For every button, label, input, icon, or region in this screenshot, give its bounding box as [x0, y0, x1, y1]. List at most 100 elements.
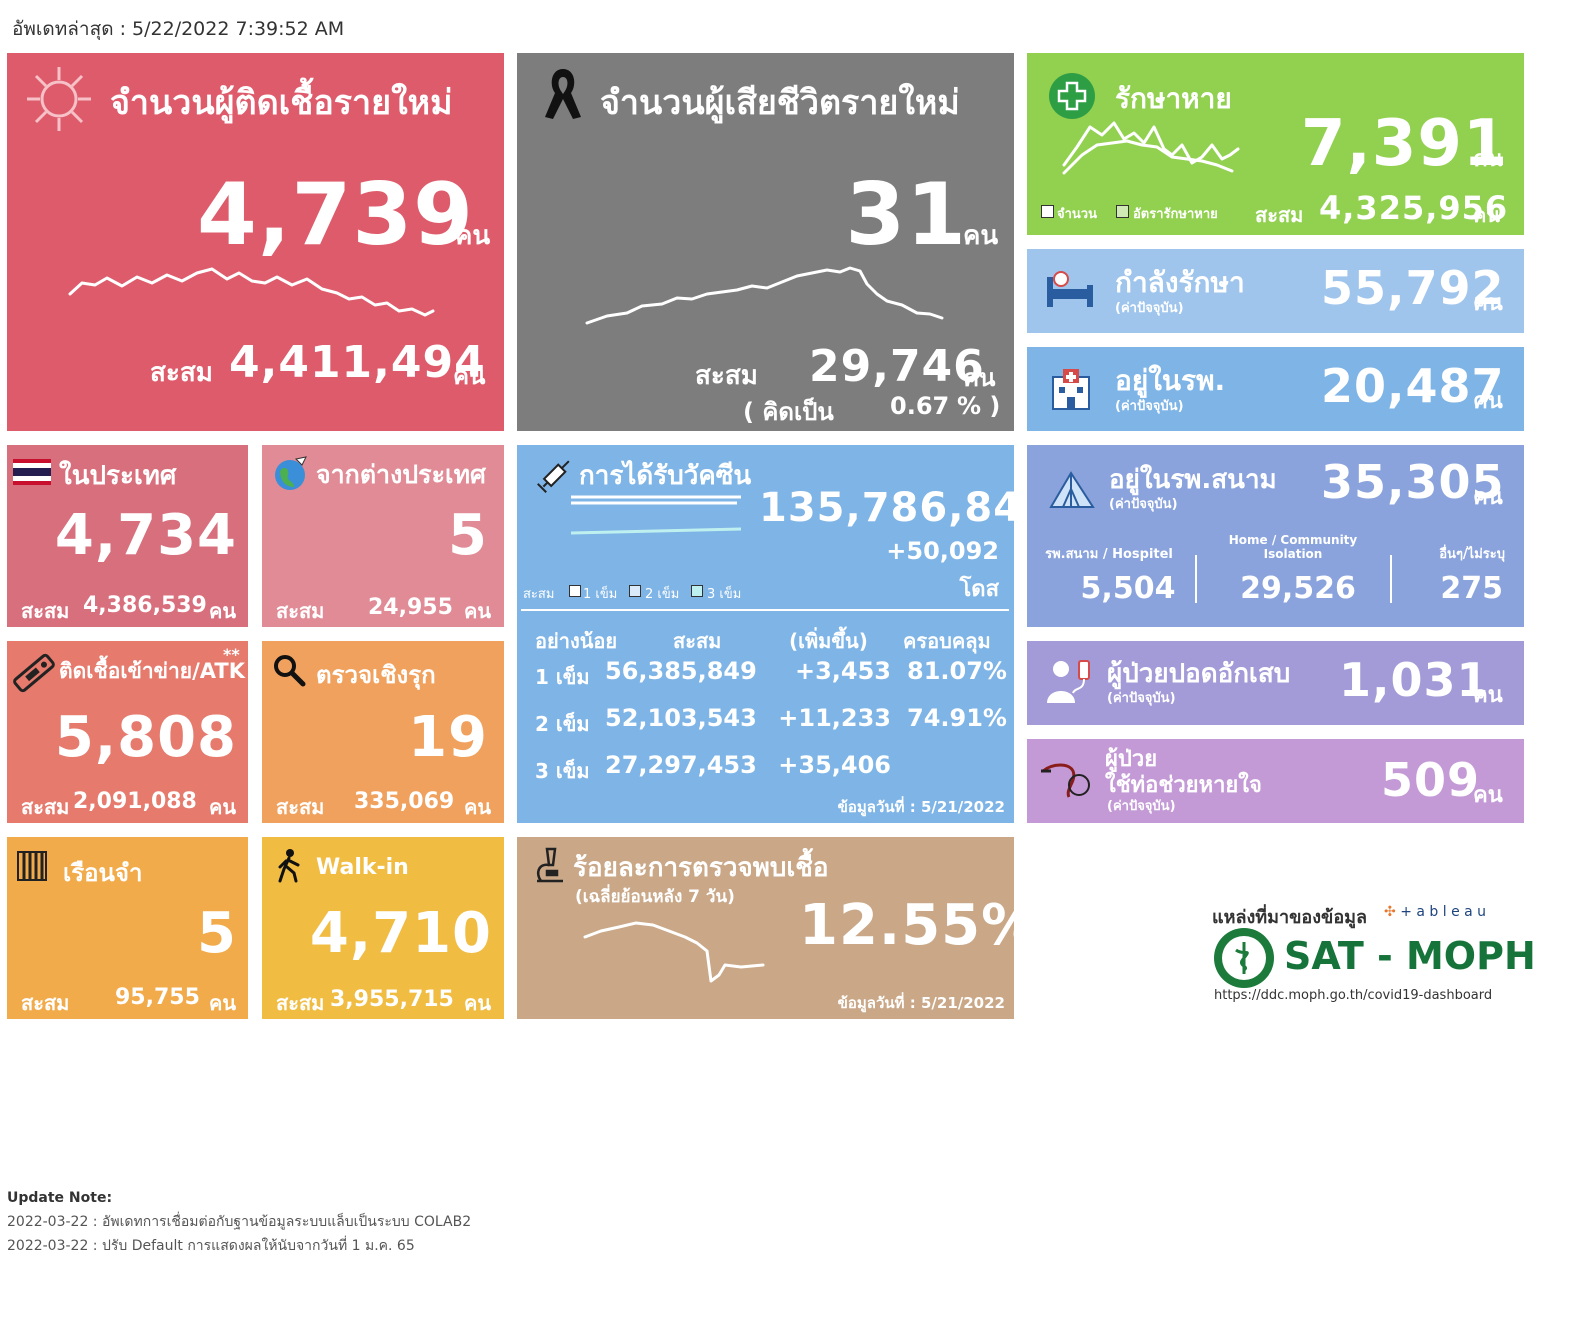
recovered-unit: คน	[1473, 147, 1503, 172]
domestic-cum-unit: คน	[209, 599, 237, 623]
microscope-icon	[537, 847, 563, 883]
vaccine-row-cum: 27,297,453	[605, 751, 757, 779]
field-divider-1	[1195, 555, 1197, 603]
atk-cum-value: 2,091,088	[73, 789, 197, 814]
new-deaths-value: 31	[845, 165, 967, 265]
vaccine-legend-1: 1 เข็ม	[583, 587, 618, 602]
pneumonia-value: 1,031	[1339, 653, 1490, 707]
new-deaths-rate-close: % )	[957, 392, 1001, 420]
source-url[interactable]: https://ddc.moph.go.th/covid19-dashboard	[1214, 988, 1493, 1003]
proactive-title: ตรวจเชิงรุก	[316, 661, 436, 689]
hospitel-value: 5,504	[1080, 571, 1176, 606]
magnifier-icon	[274, 655, 306, 687]
ventilator-card[interactable]: ผู้ป่วย ใช้ท่อช่วยหายใจ (ค่าปัจจุบัน) 50…	[1027, 739, 1524, 823]
prison-title: เรือนจำ	[63, 859, 143, 887]
tent-icon	[1049, 471, 1095, 508]
recovered-trend-line	[1062, 121, 1240, 175]
new-cases-card[interactable]: จำนวนผู้ติดเชื้อรายใหม่ 4,739 คน สะสม 4,…	[7, 53, 504, 431]
positivity-card[interactable]: ร้อยละการตรวจพบเชื้อ (เฉลี่ยย้อนหลัง 7 ว…	[517, 837, 1014, 1019]
hospital-title: อยู่ในรพ.	[1115, 364, 1226, 397]
home-isolation-label-b: Isolation	[1263, 547, 1323, 561]
field-hospital-title: อยู่ในรพ.สนาม	[1109, 465, 1277, 495]
positivity-title: ร้อยละการตรวจพบเชื้อ	[573, 853, 829, 883]
hospital-card[interactable]: อยู่ในรพ. (ค่าปัจจุบัน) 20,487 คน	[1027, 347, 1524, 431]
vaccine-divider	[521, 609, 1009, 611]
domestic-title: ในประเทศ	[59, 461, 177, 491]
proactive-cum-value: 335,069	[354, 789, 455, 814]
walkin-card[interactable]: Walk-in 4,710 สะสม 3,955,715 คน	[262, 837, 504, 1019]
vaccine-header-inc: (เพิ่มขึ้น)	[789, 629, 868, 653]
new-deaths-cum-unit: คน	[963, 364, 996, 392]
vaccine-row-inc: +3,453	[794, 657, 891, 685]
legend-dose1-swatch	[569, 585, 581, 597]
recovered-value: 7,391	[1301, 107, 1509, 181]
sat-moph-brand: SAT - MOPH	[1284, 934, 1536, 978]
field-hospital-sub: (ค่าปัจจุบัน)	[1109, 497, 1178, 512]
new-cases-cum-unit: คน	[453, 362, 486, 390]
ribbon-icon	[545, 69, 581, 119]
walkin-cum-label: สะสม	[276, 991, 325, 1015]
vaccine-header-cum: สะสม	[673, 629, 722, 653]
atk-cum-unit: คน	[209, 795, 237, 819]
legend-dose3-swatch	[691, 585, 703, 597]
vaccine-date: ข้อมูลวันที่ : 5/21/2022	[837, 798, 1005, 816]
atk-cum-label: สะสม	[21, 795, 70, 819]
vaccine-legend-3: 3 เข็ม	[707, 587, 742, 602]
walkin-cum-unit: คน	[464, 991, 492, 1015]
pneumonia-card[interactable]: ผู้ป่วยปอดอักเสบ (ค่าปัจจุบัน) 1,031 คน	[1027, 641, 1524, 725]
recovered-cum-label: สะสม	[1255, 203, 1304, 227]
patient-iv-icon	[1047, 660, 1090, 703]
vaccine-progress-lines	[570, 495, 742, 535]
new-deaths-unit: คน	[963, 221, 999, 251]
vaccine-header-cov: ครอบคลุม	[903, 629, 991, 653]
atk-title: ติดเชื้อเข้าข่าย/ATK	[59, 659, 245, 683]
new-cases-title: จำนวนผู้ติดเชื้อรายใหม่	[110, 83, 453, 123]
hospitel-label: รพ.สนาม / Hospitel	[1045, 547, 1173, 562]
vaccine-row-inc: +35,406	[778, 751, 891, 779]
vaccine-header-dose: อย่างน้อย	[535, 629, 618, 653]
legend-count-swatch	[1041, 205, 1054, 218]
vaccine-row-dose: 3 เข็ม	[535, 759, 590, 783]
pneumonia-title: ผู้ป่วยปอดอักเสบ	[1107, 659, 1291, 689]
positivity-sub: (เฉลี่ยย้อนหลัง 7 วัน)	[575, 887, 735, 907]
prison-card[interactable]: เรือนจำ 5 สะสม 95,755 คน	[7, 837, 248, 1019]
field-hospital-card[interactable]: อยู่ในรพ.สนาม (ค่าปัจจุบัน) 35,305 คน รพ…	[1027, 445, 1524, 627]
domestic-card[interactable]: ในประเทศ 4,734 สะสม 4,386,539 คน	[7, 445, 248, 627]
vaccine-row-cov: 81.07%	[907, 657, 1007, 685]
vaccine-daily: +50,092	[886, 537, 999, 565]
abroad-cum-label: สะสม	[276, 599, 325, 623]
virus-icon	[27, 67, 91, 131]
ventilator-title-b: ใช้ท่อช่วยหายใจ	[1105, 773, 1262, 798]
new-deaths-rate-value: 0.67	[890, 392, 950, 420]
domestic-value: 4,734	[54, 503, 237, 568]
other-label: อื่นๆ/ไม่ระบุ	[1439, 547, 1505, 562]
vaccine-card[interactable]: การได้รับวัคซีน 135,786,845 +50,092 โดส …	[517, 445, 1014, 823]
ventilator-value: 509	[1381, 753, 1481, 807]
abroad-title: จากต่างประเทศ	[316, 460, 486, 489]
positivity-date: ข้อมูลวันที่ : 5/21/2022	[837, 994, 1005, 1012]
legend-rate-swatch	[1116, 205, 1129, 218]
recovered-card[interactable]: รักษาหาย 7,391 คน จำนวน อัตรารักษาหาย สะ…	[1027, 53, 1524, 235]
new-cases-unit: คน	[455, 221, 491, 251]
treating-card[interactable]: กำลังรักษา (ค่าปัจจุบัน) 55,792 คน	[1027, 249, 1524, 333]
abroad-card[interactable]: จากต่างประเทศ 5 สะสม 24,955 คน	[262, 445, 504, 627]
proactive-value: 19	[408, 705, 488, 770]
tableau-logo: ✣ + a b l e a u	[1384, 904, 1486, 920]
recovered-cum-unit: คน	[1473, 203, 1501, 227]
new-cases-value: 4,739	[197, 165, 475, 265]
hospital-bed-icon	[1047, 271, 1093, 307]
ventilator-sub: (ค่าปัจจุบัน)	[1107, 799, 1176, 814]
update-note-line: 2022-03-22 : ปรับ Default การแสดงผลให้นั…	[7, 1238, 415, 1254]
abroad-cum-value: 24,955	[368, 595, 453, 620]
syringe-icon	[537, 460, 570, 493]
new-deaths-card[interactable]: จำนวนผู้เสียชีวิตรายใหม่ 31 คน สะสม 29,7…	[517, 53, 1014, 431]
update-note-line: 2022-03-22 : อัพเดทการเชื่อมต่อกับฐานข้อ…	[7, 1214, 472, 1230]
home-isolation-label-a: Home / Community	[1228, 533, 1358, 547]
recovered-title: รักษาหาย	[1115, 82, 1232, 115]
proactive-card[interactable]: ตรวจเชิงรุก 19 สะสม 335,069 คน	[262, 641, 504, 823]
hospital-sub: (ค่าปัจจุบัน)	[1115, 399, 1184, 414]
atk-card[interactable]: ติดเชื้อเข้าข่าย/ATK ** 5,808 สะสม 2,091…	[7, 641, 248, 823]
proactive-cum-label: สะสม	[276, 795, 325, 819]
ventilator-tube-icon	[1041, 763, 1090, 798]
vaccine-row-dose: 1 เข็ม	[535, 665, 590, 689]
